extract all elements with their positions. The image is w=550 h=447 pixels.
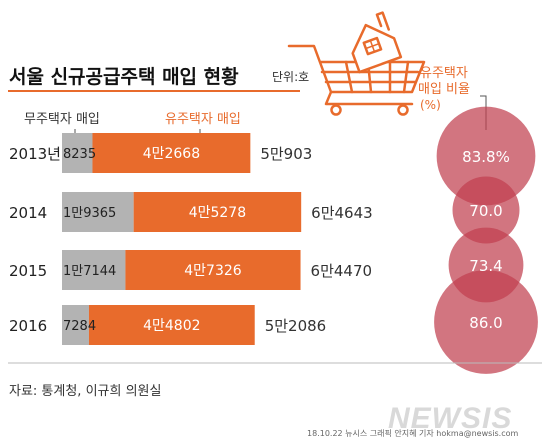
- bar-label-no-house: 1만7144: [63, 264, 116, 279]
- unit-label: 단위:호: [272, 70, 309, 84]
- total-label: 6만4470: [311, 262, 373, 280]
- shopping-cart-house-icon: [287, 11, 426, 116]
- ratio-circle: [434, 270, 538, 374]
- legend-no-house: 무주택자 매입: [24, 112, 100, 127]
- year-label: 2016: [9, 317, 47, 335]
- bar-has-house: [92, 133, 251, 173]
- bar-no-house: [62, 305, 89, 345]
- ratio-title-line1: 유주택자: [420, 66, 468, 81]
- bar-label-no-house: 8235: [63, 147, 96, 162]
- bar-group: 2013년 8235 4만2668 5만903 2014 1만9365 4만5278 6만46…: [9, 133, 373, 345]
- bar-no-house: [62, 192, 134, 232]
- legend-has-house: 유주택자 매입: [165, 112, 241, 127]
- ratio-circle: [452, 176, 520, 244]
- ratio-label: 70.0: [469, 202, 502, 220]
- credit-line: 18.10.22 뉴시스 그래픽 안지혜 기자 hokma@newsis.com: [307, 428, 519, 438]
- bar-no-house: [62, 250, 126, 290]
- bar-label-has-house: 4만2668: [143, 146, 200, 162]
- year-label: 2014: [9, 204, 47, 222]
- bar-has-house: [88, 305, 255, 345]
- ratio-circle: [436, 106, 536, 206]
- ratio-label: 73.4: [469, 257, 502, 275]
- year-label: 2013년: [9, 145, 61, 163]
- chart-title: 서울 신규공급주택 매입 현황: [9, 65, 239, 88]
- year-label: 2015: [9, 262, 47, 280]
- bar-label-has-house: 4만5278: [189, 205, 246, 221]
- ratio-circle-group: 83.8% 70.0 73.4 86.0: [434, 106, 538, 374]
- bar-label-no-house: 7284: [63, 319, 96, 334]
- total-label: 6만4643: [311, 204, 373, 222]
- bar-label-has-house: 4만4802: [143, 318, 200, 334]
- watermark-logo: NEWSIS: [388, 402, 513, 435]
- bar-no-house: [62, 133, 93, 173]
- ratio-label: 86.0: [469, 314, 502, 332]
- bar-label-no-house: 1만9365: [63, 206, 116, 221]
- total-label: 5만2086: [265, 317, 327, 335]
- source-note: 자료: 통계청, 이규희 의원실: [9, 384, 161, 399]
- bar-label-has-house: 4만7326: [184, 263, 242, 279]
- bar-has-house: [125, 250, 301, 290]
- ratio-label: 83.8%: [462, 148, 510, 166]
- ratio-unit: (%): [420, 98, 441, 112]
- total-label: 5만903: [260, 145, 312, 163]
- ratio-title-line2: 매입 비율: [418, 82, 470, 97]
- bar-has-house: [133, 192, 302, 232]
